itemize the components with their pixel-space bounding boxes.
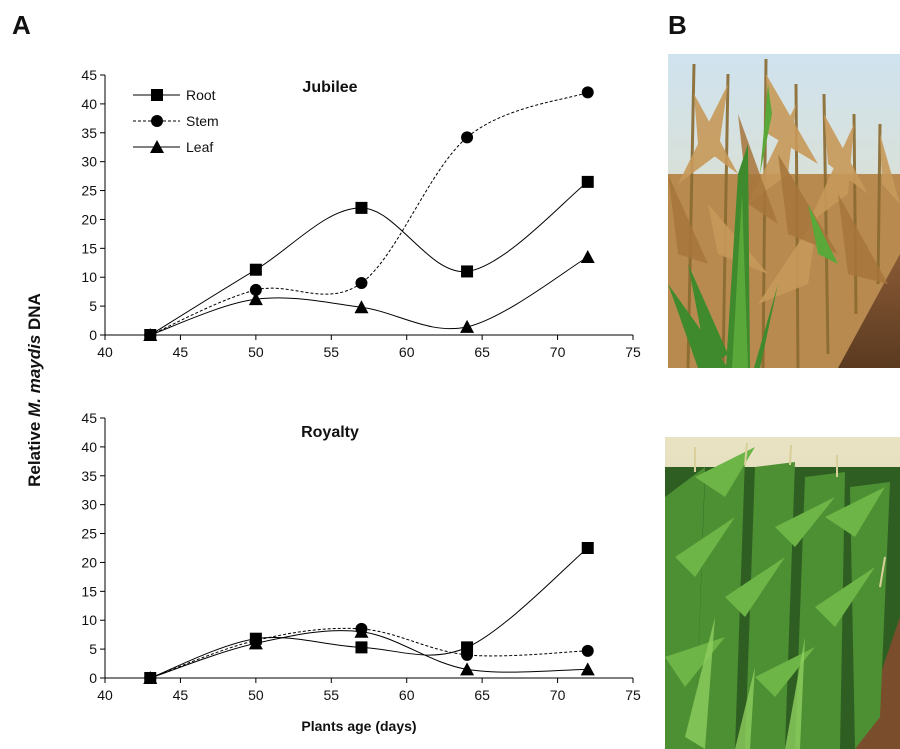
- chart-royalty: 0 5 10 15 20 25 30 35 40 45 40 45 50 55 60 65 70 75 Royalt…: [81, 410, 641, 734]
- x-tick-label: 65: [474, 687, 490, 703]
- x-tick-label: 55: [323, 344, 339, 360]
- data-point-leaf: [580, 662, 595, 676]
- data-point-leaf: [354, 300, 369, 314]
- x-tick-label: 40: [97, 344, 113, 360]
- chart-title: Jubilee: [302, 79, 357, 96]
- data-point-stem: [249, 283, 262, 296]
- y-tick-label: 30: [81, 154, 97, 170]
- data-point-leaf: [248, 292, 263, 306]
- data-point-leaf: [354, 624, 369, 638]
- chart-jubilee: 0 5 10 15 20 25 30 35 40 45 40 45 50 55 60 65 70 75 Jubile…: [81, 67, 641, 360]
- panel-b-label: B: [668, 10, 687, 40]
- data-point-root: [461, 265, 474, 278]
- x-tick-label: 70: [550, 687, 566, 703]
- panel-a-label: A: [12, 10, 31, 40]
- series-line-stem: [150, 627, 588, 679]
- data-point-leaf: [143, 328, 158, 341]
- data-point-leaf: [143, 671, 158, 684]
- data-point-leaf: [460, 319, 475, 333]
- data-point-stem: [355, 277, 368, 289]
- y-tick-label: 0: [89, 327, 97, 343]
- legend-marker-root: [151, 89, 163, 101]
- x-axis-label: Plants age (days): [301, 718, 416, 734]
- data-point-stem: [581, 86, 594, 99]
- x-tick-label: 60: [399, 687, 415, 703]
- x-tick-label: 45: [173, 687, 189, 703]
- series-line-leaf: [150, 630, 588, 679]
- legend-label-root: Root: [186, 87, 216, 103]
- data-point-leaf: [248, 636, 263, 650]
- data-point-root: [355, 201, 368, 214]
- series-line-stem: [150, 91, 588, 336]
- y-tick-label: 5: [89, 298, 97, 314]
- y-tick-label: 25: [81, 526, 97, 542]
- y-tick-label: 40: [81, 439, 97, 455]
- chart-title: Royalty: [301, 424, 359, 441]
- series-line-root: [150, 547, 589, 679]
- y-tick-label: 30: [81, 497, 97, 513]
- y-tick-label: 25: [81, 183, 97, 199]
- data-point-stem: [461, 131, 474, 144]
- x-tick-label: 55: [323, 687, 339, 703]
- x-tick-label: 50: [248, 344, 264, 360]
- y-tick-label: 45: [81, 67, 97, 83]
- y-axis-label-prefix: Relative: [25, 417, 44, 487]
- y-tick-label: 45: [81, 410, 97, 426]
- y-tick-label: 40: [81, 96, 97, 112]
- y-tick-label: 35: [81, 125, 97, 141]
- data-point-root: [581, 175, 594, 188]
- legend-marker-stem: [151, 115, 163, 127]
- data-point-root: [355, 641, 368, 654]
- data-point-stem: [461, 648, 474, 661]
- diseased-maize-field-photo: [668, 54, 900, 368]
- y-tick-label: 0: [89, 670, 97, 686]
- data-point-root: [581, 542, 594, 554]
- healthy-maize-field-photo: [665, 437, 900, 749]
- legend-label-stem: Stem: [186, 113, 219, 129]
- y-axis-label-suffix: DNA: [25, 293, 44, 335]
- y-tick-label: 15: [81, 240, 97, 256]
- x-tick-label: 75: [625, 344, 641, 360]
- y-tick-label: 20: [81, 554, 97, 570]
- y-axis-label-italic: M. maydis: [25, 335, 44, 417]
- y-tick-label: 5: [89, 641, 97, 657]
- x-tick-label: 50: [248, 687, 264, 703]
- legend-marker-leaf: [150, 140, 164, 153]
- series-line-root: [149, 181, 589, 336]
- data-point-leaf: [460, 662, 475, 676]
- legend-label-leaf: Leaf: [186, 139, 213, 155]
- x-tick-label: 60: [399, 344, 415, 360]
- x-tick-label: 70: [550, 344, 566, 360]
- y-axis-label: Relative M. maydis DNA: [25, 293, 44, 487]
- x-tick-label: 45: [173, 344, 189, 360]
- y-tick-label: 10: [81, 612, 97, 628]
- y-tick-label: 15: [81, 583, 97, 599]
- series-line-leaf: [150, 256, 588, 336]
- y-tick-label: 35: [81, 468, 97, 484]
- y-tick-label: 10: [81, 269, 97, 285]
- y-tick-label: 20: [81, 211, 97, 227]
- data-point-stem: [581, 644, 594, 657]
- x-tick-label: 65: [474, 344, 490, 360]
- data-point-root: [249, 263, 262, 276]
- x-tick-label: 40: [97, 687, 113, 703]
- x-tick-label: 75: [625, 687, 641, 703]
- data-point-leaf: [580, 250, 595, 263]
